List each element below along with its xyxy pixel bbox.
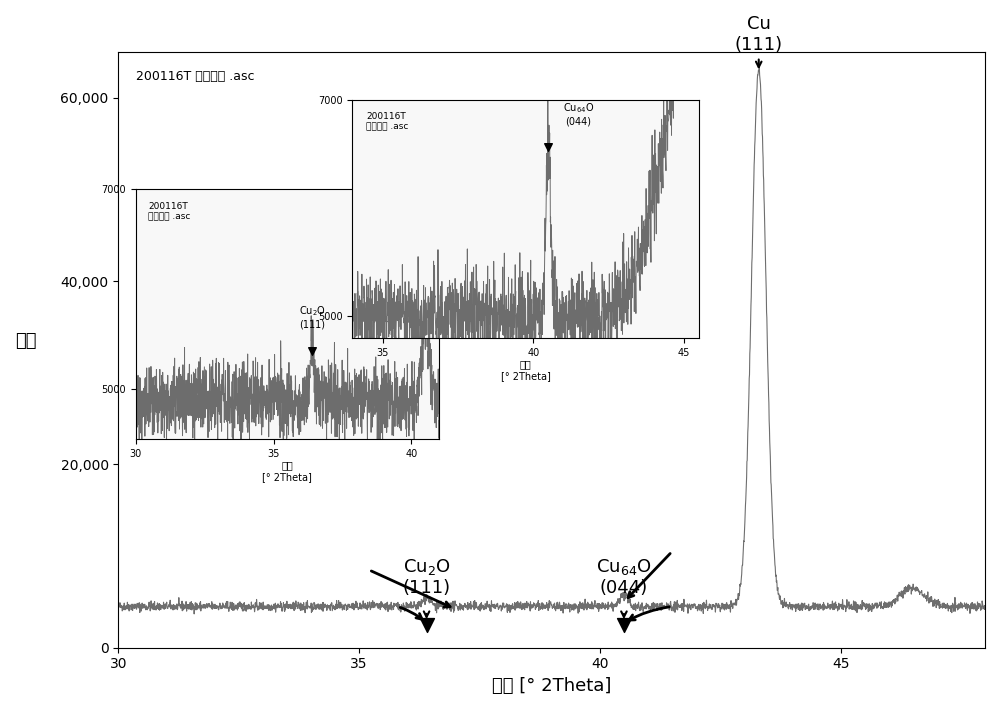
Point (616, 619, 632, 630)
Point (419, 619, 435, 630)
Y-axis label: 计数: 计数 (15, 332, 36, 350)
X-axis label: 位置 [° 2Theta]: 位置 [° 2Theta] (492, 677, 611, 695)
Text: 200116T 慢烧结前 .asc: 200116T 慢烧结前 .asc (136, 70, 254, 83)
Text: Cu$_{64}$O
(044): Cu$_{64}$O (044) (596, 557, 652, 597)
Text: Cu$_2$O
(111): Cu$_2$O (111) (402, 557, 451, 597)
Text: Cu
(111): Cu (111) (735, 15, 783, 54)
